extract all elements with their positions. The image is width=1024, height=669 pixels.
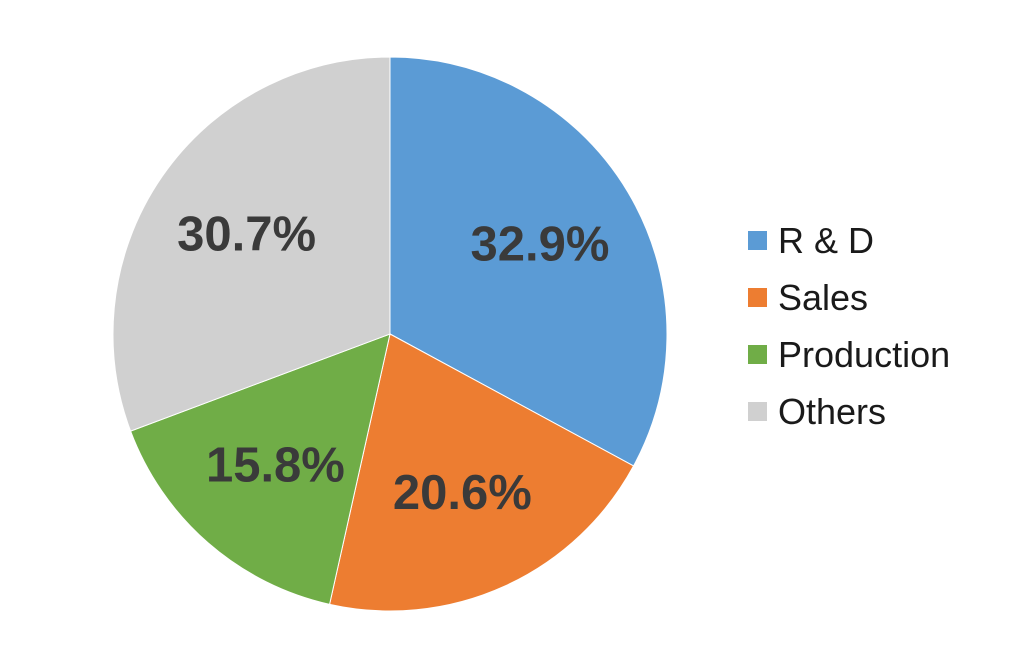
legend-label-production: Production <box>778 333 951 375</box>
legend-label-r-and-d: R & D <box>778 219 875 261</box>
pie-slice-r-and-d[interactable] <box>389 56 668 467</box>
pie-slices <box>112 56 668 612</box>
data-label-others: 30.7% <box>177 208 316 262</box>
legend-item-others[interactable]: Others <box>748 383 950 440</box>
legend-item-production[interactable]: Production <box>748 326 950 383</box>
legend-swatch-r-and-d <box>748 231 767 250</box>
data-label-sales: 20.6% <box>393 466 532 520</box>
pie-slice-others[interactable] <box>112 56 391 432</box>
legend-item-r-and-d[interactable]: R & D <box>748 212 950 269</box>
data-label-r-and-d: 32.9% <box>470 218 609 272</box>
legend-label-others: Others <box>778 390 887 432</box>
legend-swatch-sales <box>748 288 767 307</box>
legend: R & D Sales Production Others <box>748 212 950 440</box>
pie-slice-production[interactable] <box>129 333 391 605</box>
legend-item-sales[interactable]: Sales <box>748 269 950 326</box>
pie-slice-sales[interactable] <box>328 333 635 612</box>
legend-swatch-production <box>748 345 767 364</box>
legend-swatch-others <box>748 402 767 421</box>
pie-labels: 32.9% 20.6% 15.8% 30.7% <box>177 208 609 520</box>
legend-label-sales: Sales <box>778 276 869 318</box>
data-label-production: 15.8% <box>206 439 345 493</box>
